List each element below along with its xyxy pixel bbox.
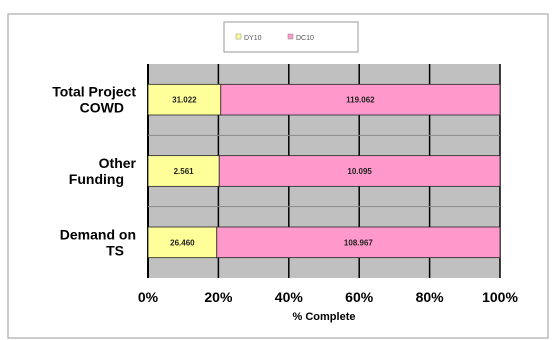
data-label-dc10-1: 119.062 [346,96,375,105]
x-tick-label: 80% [416,289,445,305]
x-axis-label: % Complete [293,311,356,323]
legend-label-dc10: DC10 [296,35,314,42]
bar-dy10-1[interactable] [147,83,222,116]
category-label-1: Total Project COWD [52,84,136,116]
bar-dy10-2[interactable] [147,155,220,187]
category-label-3: Demand on TS [60,226,136,258]
data-label-dy10-2: 2.561 [174,167,195,176]
data-label-dy10-1: 31.022 [172,96,197,105]
legend-swatch-dy10 [235,33,242,40]
data-label-dy10-3: 26.460 [170,238,195,247]
data-label-dc10-3: 108.967 [344,238,373,247]
bar-dc10-1[interactable] [220,83,501,116]
legend-label-dy10: DY10 [244,35,262,42]
data-label-dc10-2: 10.095 [347,167,372,176]
bar-dy10-3[interactable] [147,226,218,259]
bar-dc10-2[interactable] [218,155,501,187]
x-tick-label: 60% [345,289,374,305]
x-tick-label: 20% [204,289,233,305]
x-tick-label: 100% [482,289,518,305]
legend-swatch-dc10 [287,33,294,40]
category-label-2: Other Funding [69,155,137,187]
x-tick-label: 0% [138,289,159,305]
x-tick-label: 40% [275,289,304,305]
bar-dc10-3[interactable] [216,226,501,259]
